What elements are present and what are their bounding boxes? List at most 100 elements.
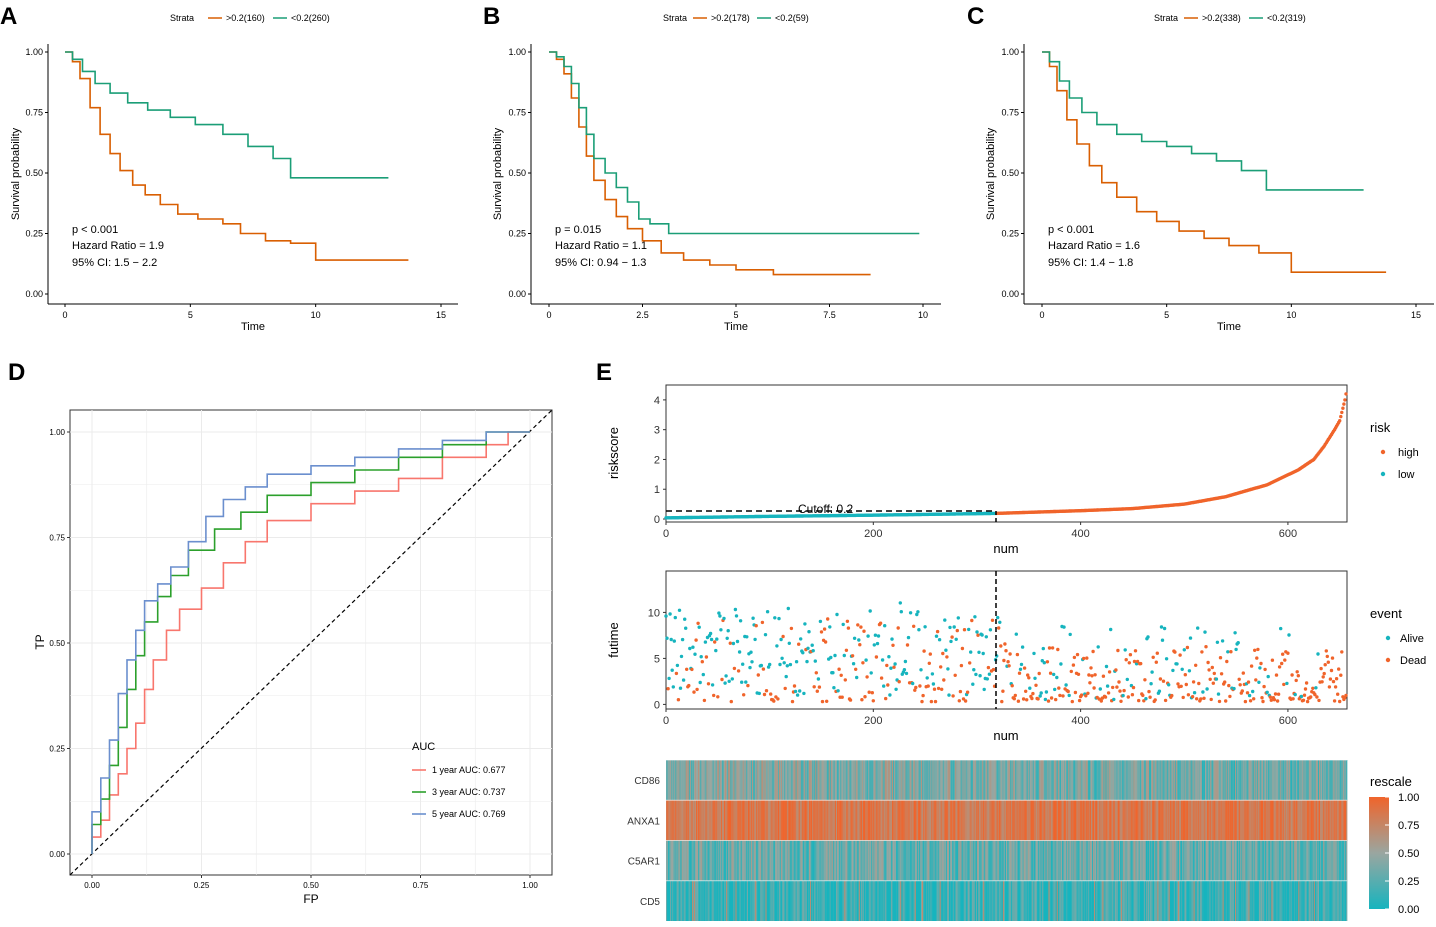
panel-e-heatmap-cell-cd86 xyxy=(794,760,796,801)
panel-e-futime-point-dead xyxy=(1311,686,1315,690)
panel-e-heatmap-cell-cd86 xyxy=(1202,760,1205,801)
panel-e-heatmap-cell-anxa1 xyxy=(1268,800,1270,841)
panel-e-heatmap-cell-c5ar1 xyxy=(796,840,798,881)
panel-e-heatmap-cell-anxa1 xyxy=(1337,800,1340,841)
panel-e-heatmap-cell-cd86 xyxy=(1185,760,1187,801)
panel-e-heatmap-cell-cd5 xyxy=(696,880,698,921)
panel-e-heatmap-cell-cd86 xyxy=(1083,760,1086,801)
panel-e-heatmap-cell-cd86 xyxy=(1344,760,1347,801)
panel-e-heatmap-cell-c5ar1 xyxy=(953,840,955,881)
panel-e-heatmap-cell-cd86 xyxy=(1258,760,1261,801)
panel-e-futime-point-dead xyxy=(942,678,946,682)
panel-e-futime-point-dead xyxy=(1086,691,1090,695)
panel-e-futime-point-alive xyxy=(1215,640,1220,644)
panel-e-heatmap-cell-c5ar1 xyxy=(1288,840,1291,881)
panel-e-futime-point-dead xyxy=(1325,654,1330,659)
panel-e-heatmap-cell-cd86 xyxy=(740,760,743,801)
panel-e-heatmap-cell-c5ar1 xyxy=(1053,840,1056,881)
panel-e-heatmap-cell-cd86 xyxy=(799,760,802,801)
panel-d-roc-curve-5yr xyxy=(91,431,530,854)
panel-e-heatmap-cell-cd5 xyxy=(1342,880,1345,921)
panel-e-heatmap-cell-anxa1 xyxy=(813,800,815,841)
panel-e-heatmap-cell-cd5 xyxy=(943,880,946,921)
panel-e-futime-point-alive xyxy=(710,683,715,687)
panel-e-heatmap-cell-anxa1 xyxy=(674,800,676,841)
panel-e-heatmap-cell-cd86 xyxy=(1157,760,1159,801)
panel-e-futime-point-alive xyxy=(675,663,680,668)
panel-e-heatmap-cell-cd86 xyxy=(1110,760,1113,801)
panel-e-futime-point-dead xyxy=(1031,691,1035,696)
panel-e-heatmap-cell-cd86 xyxy=(1168,760,1171,801)
panel-e-heatmap-cell-c5ar1 xyxy=(1077,840,1079,881)
panel-e-riskscore-point-high xyxy=(1344,392,1348,396)
panel-e-heatmap-cell-anxa1 xyxy=(1010,800,1012,841)
panel-e-heatmap-cell-cd5 xyxy=(787,880,789,921)
panel-e-heatmap-cell-anxa1 xyxy=(794,800,796,841)
panel-e-heatmap-cell-cd86 xyxy=(1161,760,1163,801)
panel-e-futime-point-dead xyxy=(1252,697,1256,701)
panel-e-heatmap-cell-cd86 xyxy=(745,760,748,801)
panel-e-heatmap-cell-anxa1 xyxy=(876,800,878,841)
panel-e-heatmap-cell-cd86 xyxy=(933,760,935,801)
panel-e-heatmap-cell-anxa1 xyxy=(1340,800,1343,841)
panel-e-heatmap-cell-cd5 xyxy=(950,880,952,921)
panel-e-heatmap-cell-anxa1 xyxy=(731,800,733,841)
panel-e-heatmap-cell-anxa1 xyxy=(1285,800,1288,841)
panel-b-y-tick-label: 1.00 xyxy=(508,47,526,57)
panel-e-heatmap-cell-cd86 xyxy=(1032,760,1035,801)
panel-e-heatmap-cell-cd86 xyxy=(667,760,669,801)
panel-e-heatmap-cell-anxa1 xyxy=(1097,800,1099,841)
panel-e-heatmap-cell-cd5 xyxy=(1255,880,1258,921)
panel-e-heatmap-cell-c5ar1 xyxy=(1086,840,1089,881)
panel-e-heatmap-cell-cd86 xyxy=(1027,760,1030,801)
panel-e-heatmap-cell-anxa1 xyxy=(950,800,952,841)
panel-e-heatmap-cell-anxa1 xyxy=(943,800,946,841)
panel-e-futime-point-dead xyxy=(1281,652,1285,656)
panel-e-heatmap-cell-cd86 xyxy=(1222,760,1225,801)
panel-e-heatmap-cell-cd86 xyxy=(666,760,668,801)
panel-e-futime-point-alive xyxy=(1062,625,1066,629)
panel-e-futime-point-dead xyxy=(1183,673,1188,677)
panel-e-futime-point-alive xyxy=(842,653,846,658)
panel-e-heatmap-cell-c5ar1 xyxy=(849,840,851,881)
panel-e-heatmap-cell-cd5 xyxy=(1107,880,1109,921)
panel-e-heatmap-cell-cd5 xyxy=(738,880,740,921)
panel-e-heatmap-cell-anxa1 xyxy=(734,800,736,841)
panel-e-heatmap-cell-cd5 xyxy=(1190,880,1192,921)
panel-e-heatmap-cell-cd5 xyxy=(936,880,938,921)
panel-e-heatmap-cell-cd5 xyxy=(1002,880,1005,921)
panel-e-heatmap-cell-c5ar1 xyxy=(848,840,850,881)
panel-e-futime-point-dead xyxy=(1238,683,1242,687)
panel-e-heatmap-cell-c5ar1 xyxy=(1225,840,1228,881)
panel-e-heatmap-cell-cd5 xyxy=(865,880,867,921)
panel-e-heatmap-cell-cd86 xyxy=(1040,760,1042,801)
panel-e-heatmap-cell-anxa1 xyxy=(1217,800,1219,841)
panel-e-heatmap-cell-cd86 xyxy=(676,760,678,801)
panel-e-heatmap-cell-cd86 xyxy=(709,760,711,801)
panel-e-heatmap-cell-anxa1 xyxy=(1066,800,1068,841)
panel-e-heatmap-cell-cd5 xyxy=(1102,880,1104,921)
panel-e-futime-point-dead xyxy=(1333,685,1338,689)
panel-e-heatmap-cell-cd5 xyxy=(1271,880,1273,921)
panel-e-heatmap-cell-c5ar1 xyxy=(1212,840,1214,881)
panel-e-heatmap-cell-cd5 xyxy=(827,880,830,921)
panel-e-futime-point-dead xyxy=(1338,699,1342,704)
panel-e-heatmap-cell-anxa1 xyxy=(966,800,968,841)
panel-a-legend-title: Strata xyxy=(170,13,194,23)
panel-e-heatmap-cell-anxa1 xyxy=(783,800,785,841)
panel-e-futime-point-dead xyxy=(1303,687,1308,691)
panel-e-heatmap-cell-anxa1 xyxy=(1191,800,1193,841)
panel-e-heatmap-cell-c5ar1 xyxy=(839,840,841,881)
panel-label-a: A xyxy=(0,3,17,30)
panel-e-heatmap-cell-anxa1 xyxy=(829,800,832,841)
panel-e-heatmap-cell-cd86 xyxy=(1260,760,1263,801)
panel-e-heatmap-cell-cd86 xyxy=(1123,760,1125,801)
panel-e-heatmap-cell-cd86 xyxy=(690,760,693,801)
panel-e-heatmap-cell-cd86 xyxy=(790,760,792,801)
panel-e-heatmap-cell-cd86 xyxy=(1340,760,1343,801)
panel-e-futime-point-dead xyxy=(1054,697,1058,702)
panel-e-futime-point-dead xyxy=(1117,680,1121,684)
panel-e-heatmap-cell-c5ar1 xyxy=(786,840,788,881)
panel-e-heatmap-cell-cd86 xyxy=(1010,760,1012,801)
panel-e-heatmap-cell-cd5 xyxy=(872,880,874,921)
